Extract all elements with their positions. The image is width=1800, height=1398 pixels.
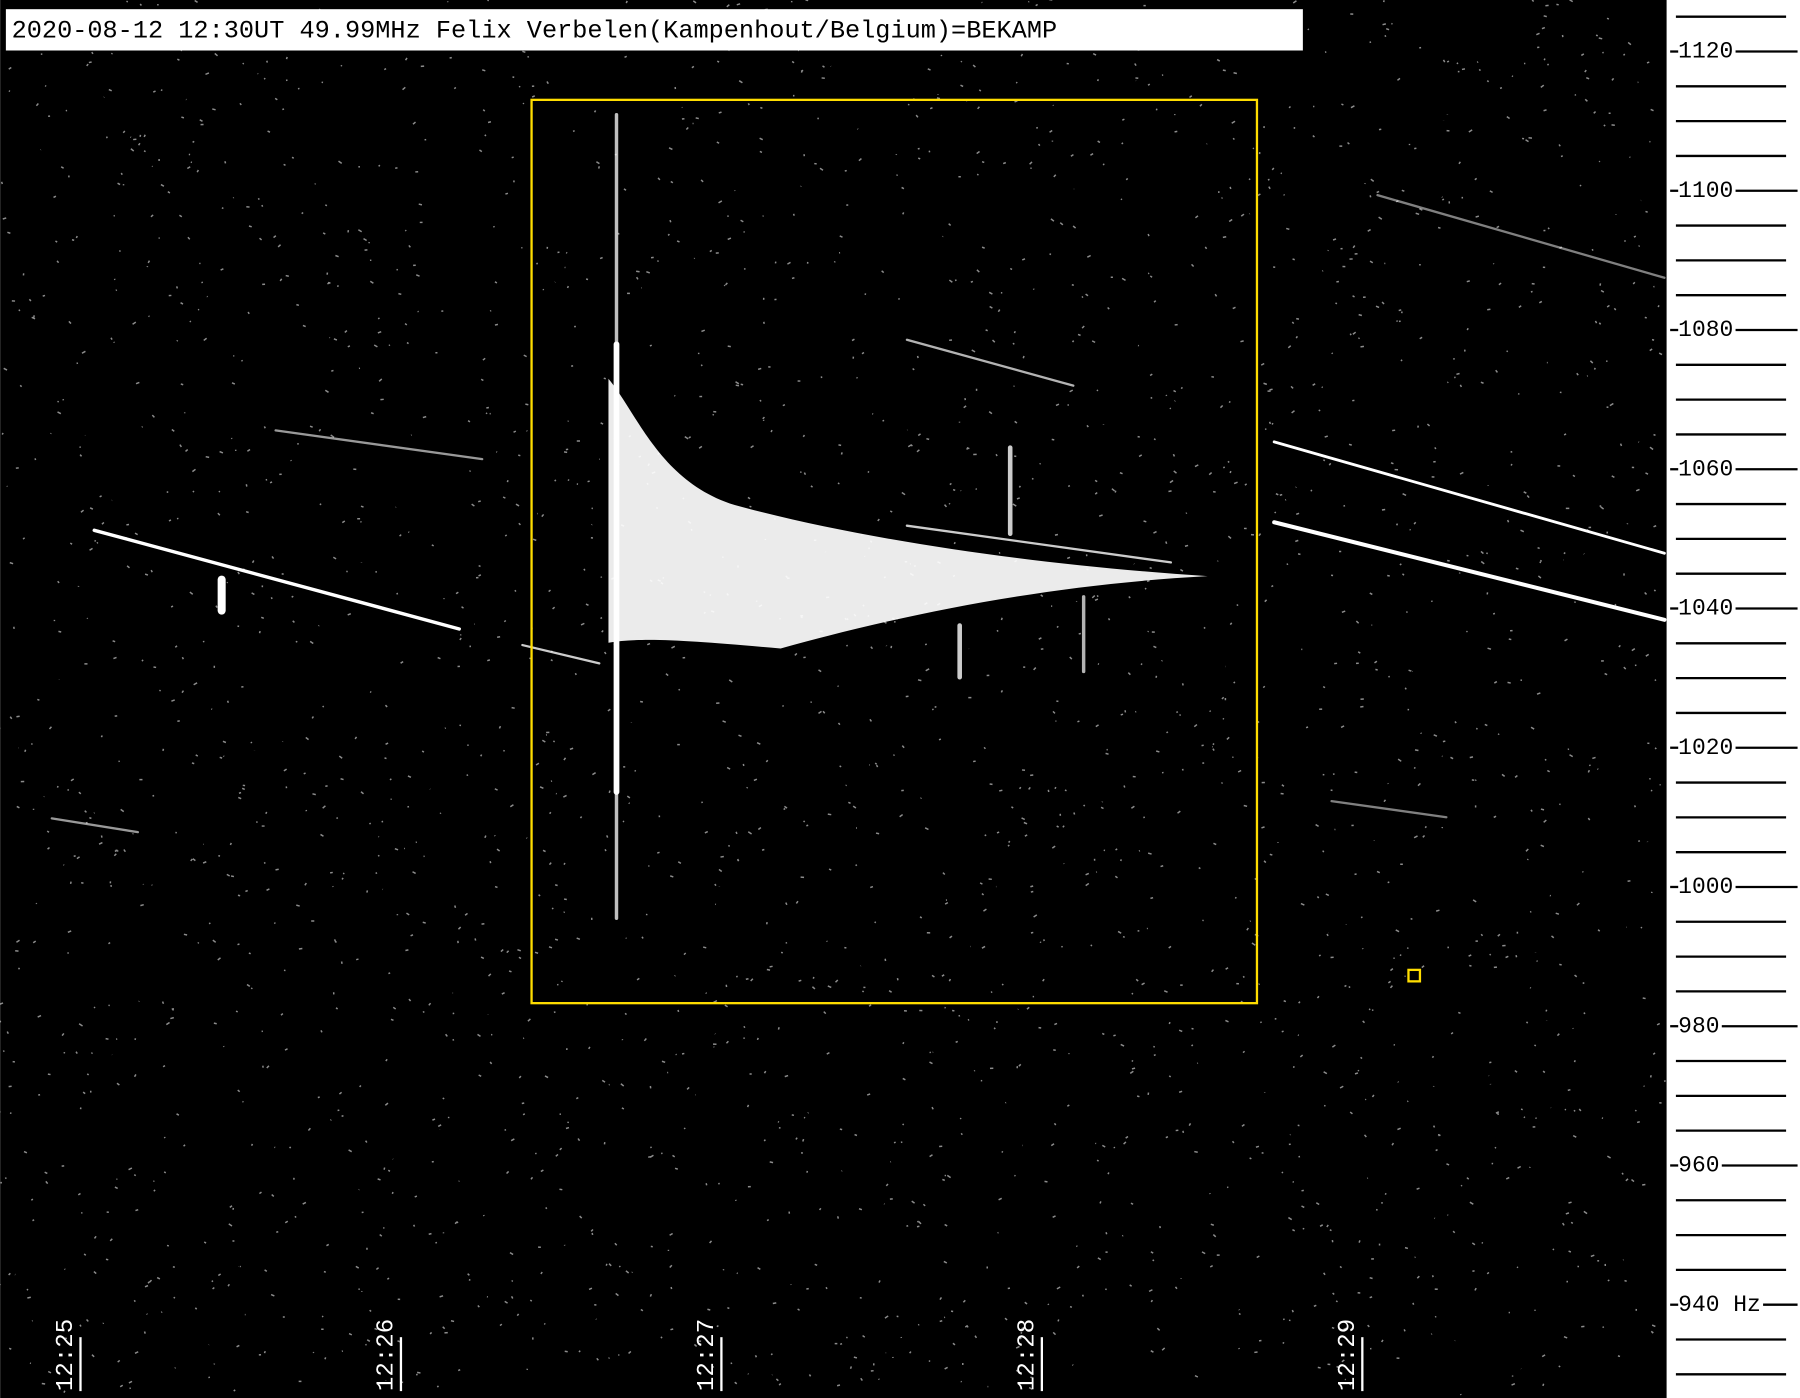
y-tick-label: 1000: [1678, 874, 1733, 900]
axis-panel: [1666, 0, 1800, 1398]
streak: [905, 524, 1173, 564]
axes: 940 Hz 960 980 1000 1020 1040 1060 1080 1100 1120…: [53, 15, 1798, 1392]
streak: [1376, 193, 1666, 279]
y-tick-label: 940 Hz: [1678, 1292, 1761, 1318]
streak: [274, 429, 484, 461]
y-tick-label: 980: [1678, 1013, 1719, 1039]
marker-box: [1407, 968, 1422, 983]
x-tick-label: 12:25: [53, 1319, 80, 1391]
y-tick-label: 960: [1678, 1153, 1719, 1179]
x-tick-label: 12:29: [1335, 1319, 1362, 1391]
y-tick-label: 1080: [1678, 317, 1733, 343]
x-tick-label: 12:26: [373, 1319, 400, 1391]
streak: [92, 528, 461, 631]
y-tick-label: 1100: [1678, 178, 1733, 204]
y-tick-label: 1060: [1678, 456, 1733, 482]
streak: [1330, 800, 1448, 819]
y-tick-label: 1020: [1678, 735, 1733, 761]
streak: [1272, 520, 1667, 622]
x-tick-label: 12:27: [694, 1319, 721, 1391]
title-box: [5, 9, 1303, 51]
streak: [521, 643, 601, 665]
streak: [50, 817, 140, 834]
chart-title: 2020-08-12 12:30UT 49.99MHz Felix Verbel…: [12, 17, 1058, 46]
meteor-echo: [608, 378, 1208, 649]
x-tick-label: 12:28: [1014, 1319, 1041, 1391]
y-tick-label: 1120: [1678, 39, 1733, 65]
streak: [1272, 440, 1666, 555]
streak: [905, 338, 1075, 387]
y-tick-label: 1040: [1678, 596, 1733, 622]
plot-background: [0, 0, 1667, 1398]
selection-box: [530, 98, 1259, 1005]
